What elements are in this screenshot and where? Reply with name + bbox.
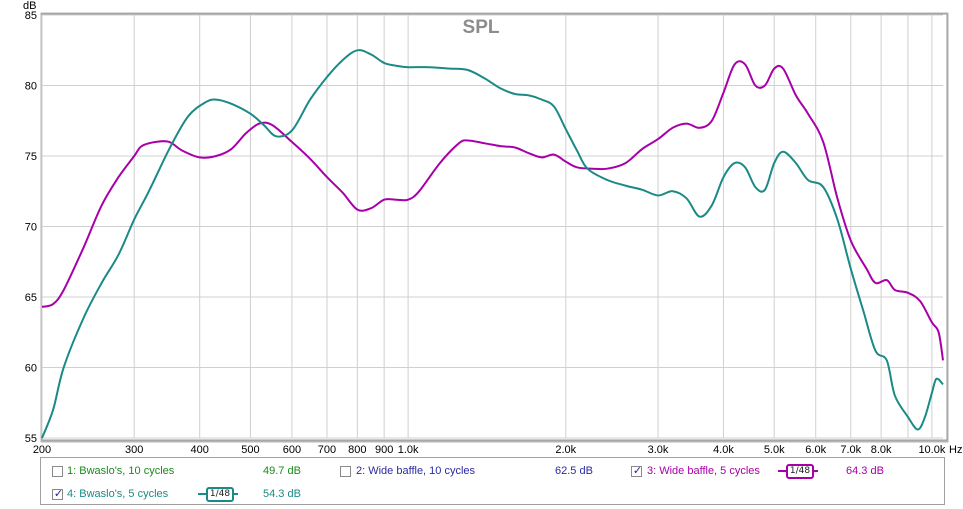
legend-checkbox-2[interactable]	[340, 466, 351, 477]
series-line-bwaslo-s-5-cycles	[41, 49, 944, 439]
spl-chart: 55 60 65 70 75 80 85 200 300 400 500 600 700 800 900 1…	[23, 0, 962, 455]
x-axis-ticks: 200 300 400 500 600 700 800 900 1.0k 2.0k 3.0k 4.0k…	[33, 444, 946, 455]
smoothing-label-4: 1/48	[206, 487, 234, 502]
x-tick-label: 300	[125, 444, 143, 455]
x-tick-label: 2.0k	[555, 444, 576, 455]
x-tick-label: 10.0k	[918, 444, 945, 455]
x-tick-label: 800	[348, 444, 366, 455]
check-icon: ✓	[53, 487, 64, 500]
x-axis-label: Hz	[949, 444, 962, 455]
x-tick-label: 600	[283, 444, 301, 455]
y-tick-label: 55	[25, 433, 37, 445]
legend-value-1: 49.7 dB	[263, 465, 301, 477]
x-tick-label: 6.0k	[805, 444, 826, 455]
legend-checkbox-3[interactable]: ✓	[631, 464, 643, 477]
smoothing-badge-4[interactable]: 1/48	[198, 487, 238, 502]
y-tick-label: 85	[25, 10, 37, 22]
check-icon: ✓	[632, 464, 643, 477]
grid-lines	[41, 14, 943, 439]
x-tick-label: 5.0k	[764, 444, 785, 455]
legend-label-3[interactable]: 3: Wide baffle, 5 cycles	[647, 465, 760, 477]
legend-label-4[interactable]: 4: Bwaslo's, 5 cycles	[67, 488, 169, 500]
series-lines	[41, 49, 944, 439]
legend-value-4: 54.3 dB	[263, 488, 301, 500]
x-tick-label: 1.0k	[398, 444, 419, 455]
y-tick-label: 80	[25, 81, 37, 93]
x-tick-label: 500	[241, 444, 259, 455]
y-tick-label: 65	[25, 292, 37, 304]
legend-label-2[interactable]: 2: Wide baffle, 10 cycles	[356, 465, 476, 477]
y-axis-ticks: 55 60 65 70 75 80 85	[25, 10, 37, 445]
y-tick-label: 60	[25, 363, 37, 375]
x-tick-label: 8.0k	[871, 444, 892, 455]
smoothing-label-3: 1/48	[786, 464, 814, 479]
legend-checkbox-4[interactable]: ✓	[52, 487, 64, 500]
series-line-wide-baffle-5-cycles	[41, 60, 944, 361]
x-tick-label: 700	[318, 444, 336, 455]
x-tick-label: 7.0k	[840, 444, 861, 455]
x-tick-label: 400	[190, 444, 208, 455]
chart-title: SPL	[463, 17, 500, 38]
x-tick-label: 900	[375, 444, 393, 455]
x-tick-label: 4.0k	[713, 444, 734, 455]
x-tick-label: 200	[33, 444, 51, 455]
y-axis-label: dB	[23, 0, 36, 12]
legend-value-3: 64.3 dB	[846, 465, 884, 477]
y-tick-label: 70	[25, 222, 37, 234]
y-tick-label: 75	[25, 151, 37, 163]
x-tick-label: 3.0k	[648, 444, 669, 455]
legend-panel: 1: Bwaslo's, 10 cycles 49.7 dB 2: Wide b…	[40, 457, 945, 505]
legend-label-1[interactable]: 1: Bwaslo's, 10 cycles	[67, 465, 175, 477]
legend-checkbox-1[interactable]	[52, 466, 63, 477]
smoothing-badge-3[interactable]: 1/48	[778, 464, 818, 479]
legend-value-2: 62.5 dB	[555, 465, 593, 477]
